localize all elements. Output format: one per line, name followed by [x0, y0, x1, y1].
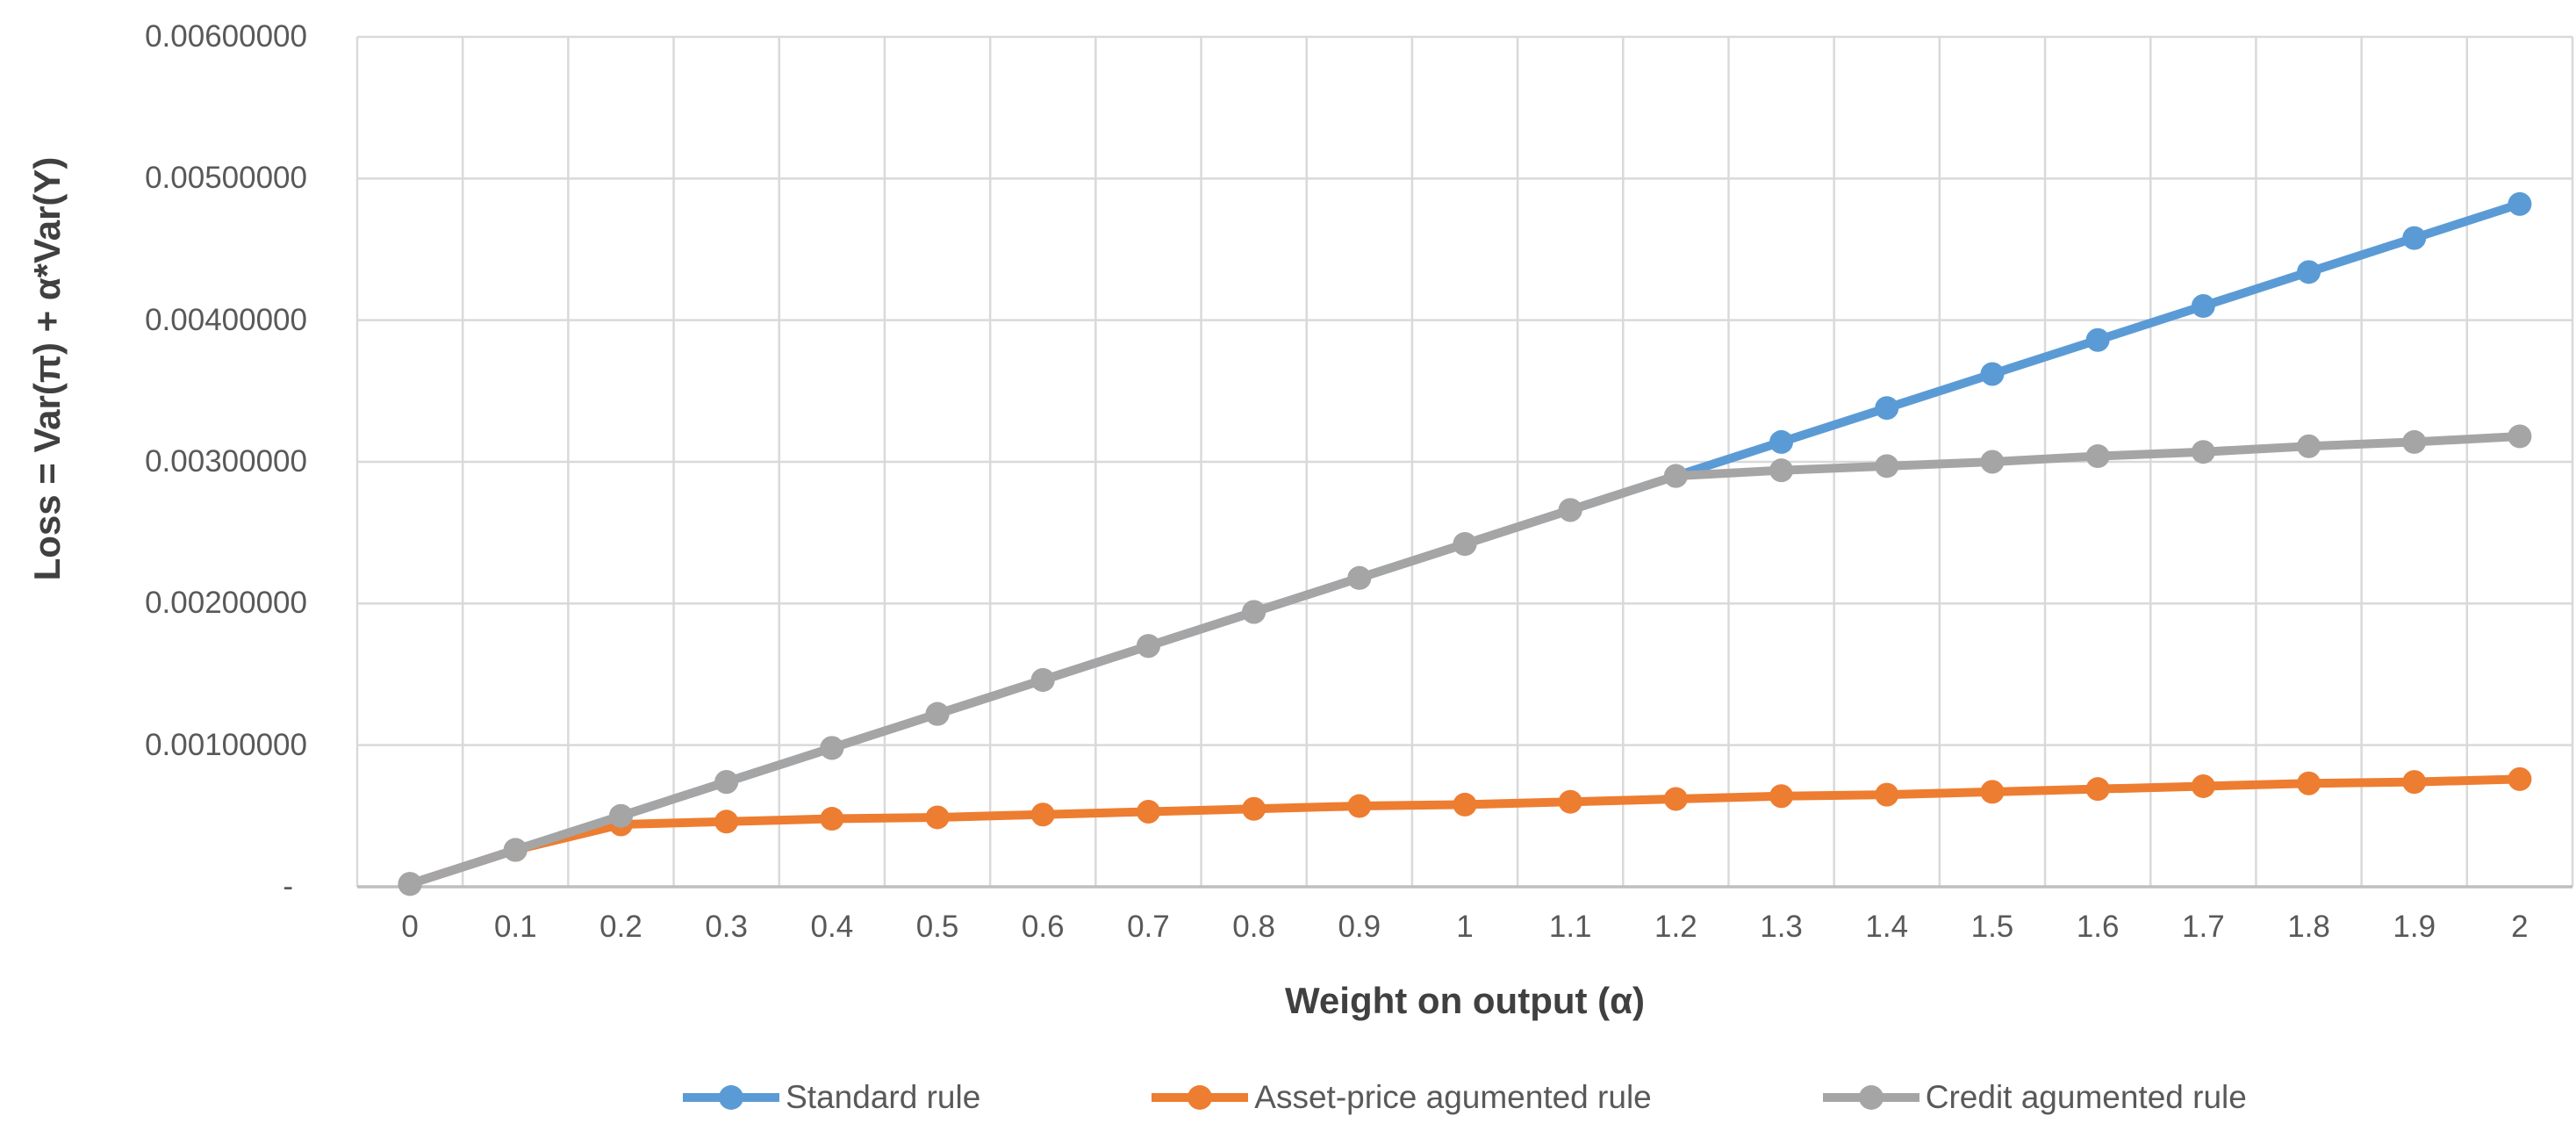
data-point	[1980, 450, 2005, 474]
x-tick-label: 1.4	[1865, 910, 1909, 944]
data-point	[1347, 794, 1372, 818]
x-tick-label: 0.3	[705, 910, 748, 944]
y-tick-label: 0.00300000	[145, 444, 307, 479]
data-point	[2508, 424, 2532, 449]
data-point	[1769, 784, 1794, 809]
y-axis-title: Loss = Var(π) + α*Var(Y)	[26, 156, 68, 581]
data-point	[1030, 802, 1055, 827]
data-point	[820, 736, 844, 760]
data-point	[503, 838, 527, 862]
x-tick-label: 2	[2511, 910, 2529, 944]
x-tick-label: 1.9	[2393, 910, 2436, 944]
data-point	[2508, 191, 2532, 216]
x-tick-label: 1	[1456, 910, 1474, 944]
data-point	[2191, 440, 2215, 464]
data-point	[2085, 327, 2110, 352]
legend-label-asset-price-agumented-rule: Asset-price agumented rule	[1254, 1079, 1652, 1115]
legend-item-credit-agumented-rule: Credit agumented rule	[1822, 1078, 2247, 1117]
y-tick-label: 0.00500000	[145, 161, 307, 196]
legend: Standard rule Asset-price agumented rule…	[357, 1069, 2572, 1126]
data-point	[1769, 458, 1794, 483]
data-point	[820, 807, 844, 831]
x-tick-label: 0.8	[1232, 910, 1275, 944]
data-point	[1136, 799, 1160, 824]
x-tick-label: 0.9	[1338, 910, 1381, 944]
data-point	[1663, 787, 1688, 811]
x-tick-label: 1.1	[1548, 910, 1592, 944]
y-tick-label: -	[283, 869, 293, 903]
data-point	[925, 702, 950, 726]
x-tick-label: 0.6	[1021, 910, 1065, 944]
data-point	[1663, 464, 1688, 488]
data-point	[1558, 789, 1582, 814]
data-point	[1875, 782, 1899, 807]
legend-marker-asset-price-agumented-rule	[1152, 1085, 1249, 1110]
data-point	[714, 770, 739, 795]
x-tick-label: 1.8	[2287, 910, 2330, 944]
x-tick-label: 0.1	[493, 910, 537, 944]
x-tick-label: 0.7	[1127, 910, 1170, 944]
data-point	[2191, 774, 2215, 798]
x-tick-label: 1.7	[2182, 910, 2225, 944]
x-tick-label: 0.4	[810, 910, 854, 944]
data-point	[925, 805, 950, 830]
legend-item-standard-rule: Standard rule	[683, 1078, 980, 1117]
data-point	[1453, 532, 1477, 557]
data-point	[1242, 600, 1266, 624]
data-point	[1136, 634, 1160, 658]
x-tick-label: 1.3	[1760, 910, 1803, 944]
legend-marker-standard-rule	[683, 1085, 780, 1110]
x-tick-label: 1.2	[1654, 910, 1697, 944]
data-point	[1769, 429, 1794, 454]
data-point	[2297, 771, 2321, 795]
data-point	[2402, 226, 2427, 250]
data-point	[2297, 260, 2321, 284]
data-point	[1875, 396, 1899, 421]
data-point	[2508, 766, 2532, 791]
y-tick-label: 0.00400000	[145, 302, 307, 337]
data-point	[2402, 429, 2427, 454]
legend-label-standard-rule: Standard rule	[786, 1079, 981, 1115]
x-tick-label: 1.5	[1970, 910, 2014, 944]
y-tick-label: 0.00100000	[145, 727, 307, 762]
x-tick-label: 0.5	[915, 910, 959, 944]
legend-marker-credit-agumented-rule	[1822, 1085, 1919, 1110]
x-axis-title: Weight on output (α)	[1285, 980, 1645, 1021]
x-tick-label: 0.2	[599, 910, 642, 944]
data-point	[608, 803, 633, 828]
legend-item-asset-price-agumented-rule: Asset-price agumented rule	[1152, 1078, 1652, 1117]
data-point	[2191, 294, 2215, 319]
data-point	[1980, 362, 2005, 386]
data-point	[1242, 796, 1266, 821]
y-tick-label: 0.00600000	[145, 19, 307, 54]
x-tick-label: 0	[401, 910, 419, 944]
data-point	[1980, 780, 2005, 804]
data-point	[398, 872, 422, 896]
data-point	[1875, 454, 1899, 479]
data-point	[1030, 667, 1055, 692]
data-point	[2402, 770, 2427, 795]
data-point	[2297, 434, 2321, 458]
data-point	[2085, 777, 2110, 802]
data-point	[1453, 792, 1477, 817]
legend-label-credit-agumented-rule: Credit agumented rule	[1925, 1079, 2247, 1115]
y-tick-label: 0.00200000	[145, 586, 307, 621]
data-point	[1347, 565, 1372, 590]
data-point	[2085, 444, 2110, 469]
x-tick-label: 1.6	[2076, 910, 2120, 944]
data-point	[714, 810, 739, 834]
data-point	[1558, 498, 1582, 522]
